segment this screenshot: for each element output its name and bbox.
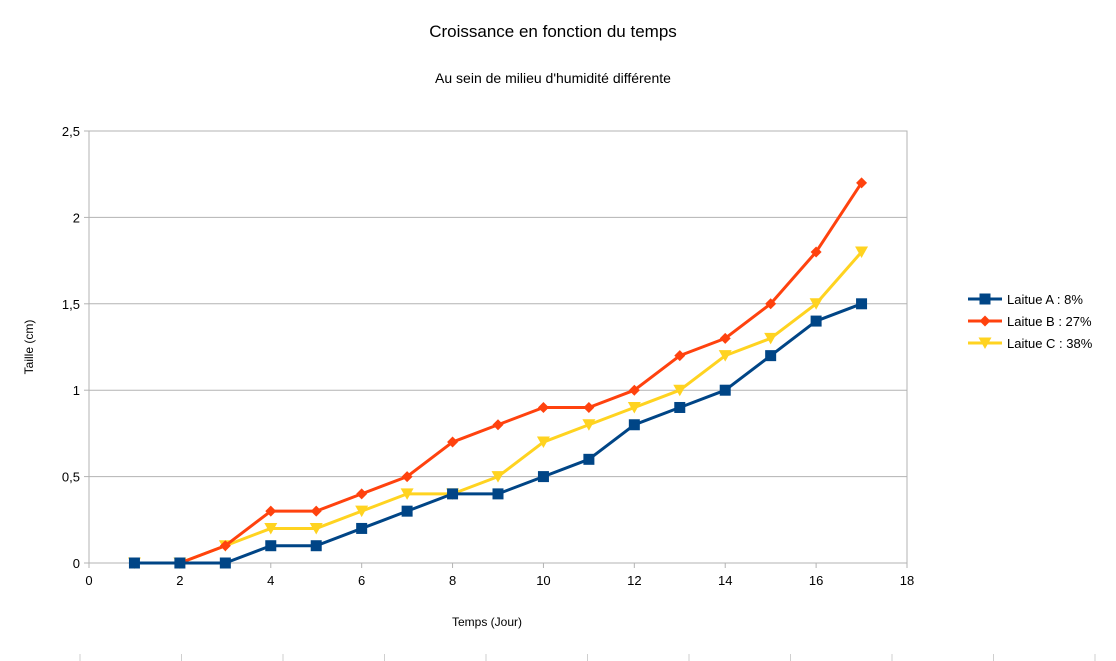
data-point bbox=[264, 522, 278, 535]
data-point bbox=[536, 436, 550, 449]
legend-item: Laitue C : 38% bbox=[968, 336, 1093, 351]
data-point bbox=[583, 401, 595, 413]
data-point bbox=[310, 505, 322, 517]
data-point bbox=[856, 177, 868, 189]
legend: Laitue A : 8% Laitue B : 27% Laitue C : 38… bbox=[968, 292, 1093, 351]
data-point bbox=[219, 540, 231, 552]
data-point bbox=[718, 350, 732, 362]
x-tick-label: 0 bbox=[85, 573, 92, 588]
x-axis-label: Temps (Jour) bbox=[452, 615, 522, 629]
y-tick-label: 1 bbox=[73, 383, 80, 398]
series-line bbox=[134, 250, 863, 565]
data-point bbox=[764, 332, 778, 345]
legend-label: Laitue C : 38% bbox=[1007, 336, 1093, 351]
x-tick-label: 2 bbox=[176, 573, 183, 588]
chart-subtitle: Au sein de milieu d'humidité différente bbox=[435, 70, 671, 86]
data-point bbox=[673, 384, 687, 397]
legend-label: Laitue A : 8% bbox=[1007, 292, 1083, 307]
data-point bbox=[674, 401, 686, 413]
data-point bbox=[628, 384, 640, 396]
data-point bbox=[855, 246, 869, 258]
data-point bbox=[765, 298, 777, 310]
y-tick-label: 0,5 bbox=[62, 470, 80, 485]
x-tick-label: 8 bbox=[449, 573, 456, 588]
data-point bbox=[537, 471, 549, 483]
data-point bbox=[582, 419, 596, 431]
data-point bbox=[447, 488, 459, 500]
data-point bbox=[810, 315, 822, 327]
data-point bbox=[583, 453, 595, 465]
data-point bbox=[627, 401, 641, 414]
series-line bbox=[134, 182, 863, 565]
x-tick-label: 14 bbox=[718, 573, 732, 588]
data-point bbox=[492, 419, 504, 431]
footer-ruler bbox=[79, 654, 1096, 661]
y-tick-label: 2 bbox=[73, 210, 80, 225]
series-c bbox=[127, 246, 869, 569]
data-point bbox=[856, 298, 868, 310]
y-tick-label: 2,5 bbox=[62, 124, 80, 139]
legend-swatch-marker bbox=[978, 337, 992, 349]
x-tick-label: 10 bbox=[536, 573, 550, 588]
data-point bbox=[355, 505, 369, 518]
data-point bbox=[400, 488, 414, 500]
data-point bbox=[492, 488, 504, 500]
legend-swatch-marker bbox=[979, 315, 991, 327]
data-point bbox=[309, 522, 323, 535]
chart-title: Croissance en fonction du temps bbox=[429, 22, 677, 41]
x-tick-label: 12 bbox=[627, 573, 641, 588]
x-tick-label: 6 bbox=[358, 573, 365, 588]
data-point bbox=[265, 505, 277, 517]
data-point bbox=[356, 488, 368, 500]
data-point bbox=[310, 540, 322, 552]
data-point bbox=[537, 401, 549, 413]
x-axis-ticks: 0 2 4 6 8 10 12 14 16 18 bbox=[85, 563, 914, 588]
series-line bbox=[134, 302, 863, 565]
data-point bbox=[447, 436, 459, 448]
y-tick-label: 0 bbox=[73, 556, 80, 571]
data-point bbox=[265, 540, 277, 552]
data-point bbox=[765, 350, 777, 362]
data-point bbox=[810, 246, 822, 258]
series-b bbox=[128, 177, 868, 569]
legend-item: Laitue B : 27% bbox=[968, 314, 1092, 329]
y-tick-label: 1,5 bbox=[62, 297, 80, 312]
legend-swatch-marker bbox=[979, 293, 991, 305]
data-point bbox=[809, 298, 823, 310]
x-tick-label: 16 bbox=[809, 573, 823, 588]
data-point bbox=[128, 557, 140, 569]
series-a bbox=[128, 298, 868, 569]
data-point bbox=[491, 471, 505, 483]
plot-area-frame bbox=[88, 130, 908, 564]
series-layer bbox=[127, 177, 869, 569]
x-tick-label: 4 bbox=[267, 573, 274, 588]
legend-item: Laitue A : 8% bbox=[968, 292, 1083, 307]
data-point bbox=[401, 471, 413, 483]
y-axis-ticks: 0 0,5 1 1,5 2 2,5 bbox=[62, 124, 89, 571]
x-tick-label: 18 bbox=[900, 573, 914, 588]
data-point bbox=[674, 350, 686, 362]
legend-label: Laitue B : 27% bbox=[1007, 314, 1092, 329]
data-point bbox=[401, 505, 413, 517]
data-point bbox=[719, 384, 731, 396]
data-point bbox=[628, 419, 640, 431]
data-point bbox=[174, 557, 186, 569]
data-point bbox=[356, 522, 368, 534]
data-point bbox=[219, 557, 231, 569]
y-axis-label: Taille (cm) bbox=[22, 320, 36, 375]
data-point bbox=[719, 332, 731, 344]
